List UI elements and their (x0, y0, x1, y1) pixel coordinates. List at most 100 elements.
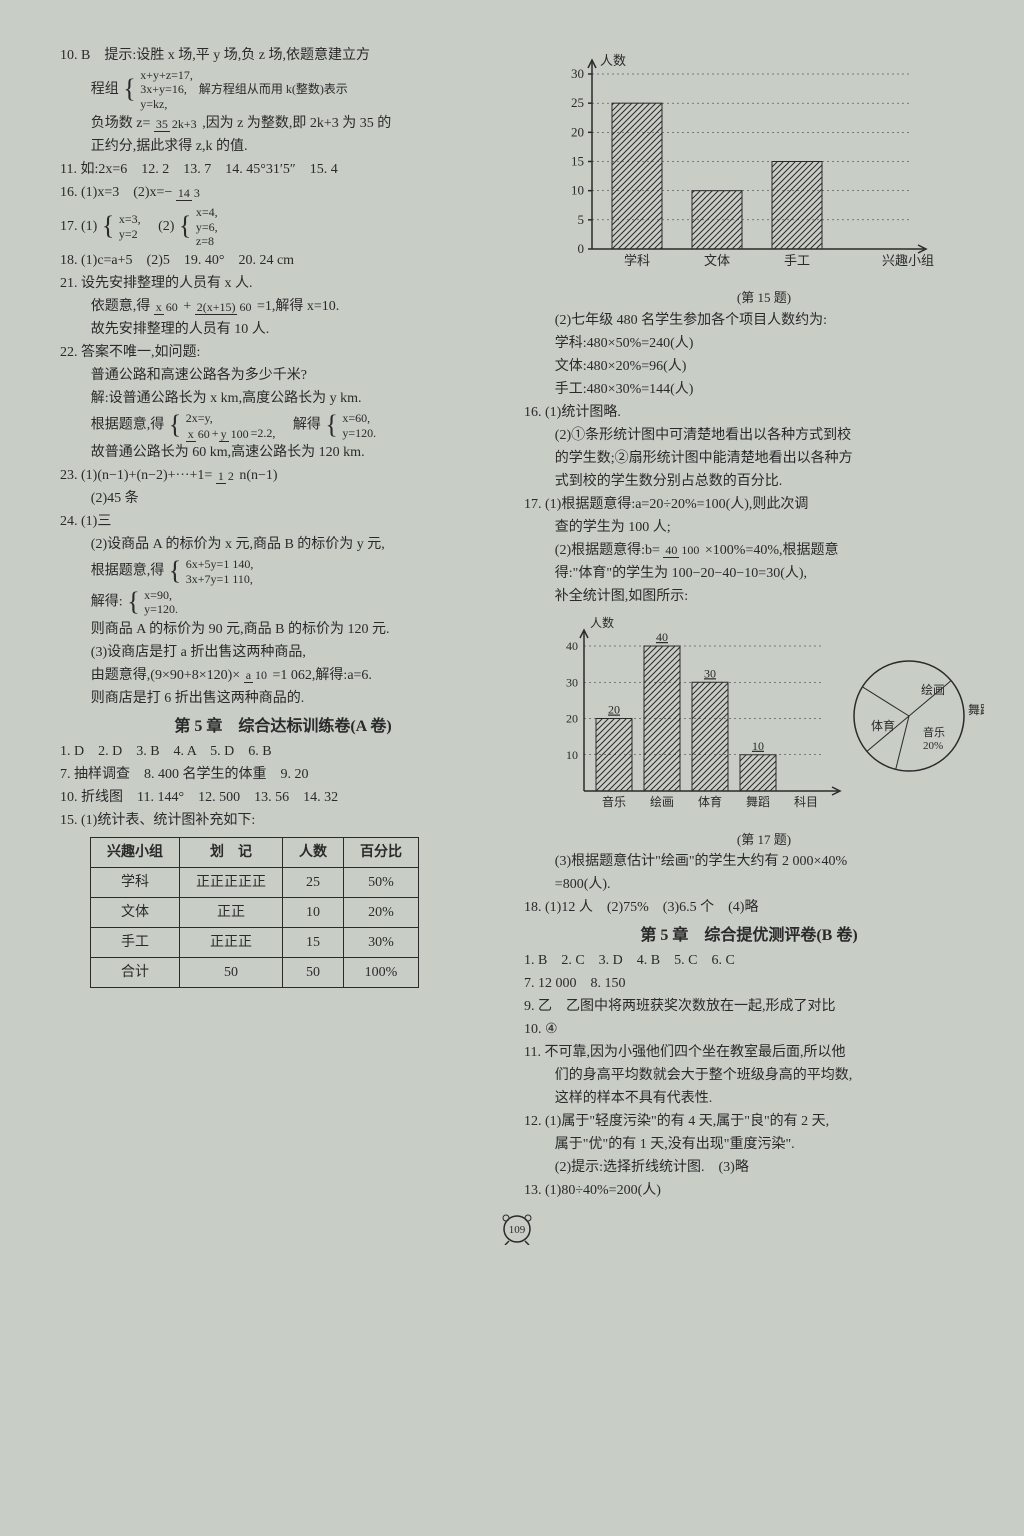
text: =1 062,解得:a=6. (273, 668, 372, 683)
q22-4: 根据题意,得 { 2x=y, x60+y100=2.2, 解得 { x=60,y… (60, 411, 506, 440)
q21-1: 21. 设先安排整理的人员有 x 人. (60, 273, 506, 294)
q16L: 16. (1)x=3 (2)x=− 143 (60, 182, 506, 203)
R18: 18. (1)12 人 (2)75% (3)6.5 个 (4)略 (524, 897, 974, 918)
brace-icon: { (169, 415, 181, 436)
svg-text:音乐: 音乐 (602, 794, 626, 809)
p15b-2: 学科:480×50%=240(人) (524, 333, 974, 354)
q22-1: 22. 答案不唯一,如问题: (60, 342, 506, 363)
chart17-caption: (第 17 题) (554, 830, 974, 850)
q24-1: 24. (1)三 (60, 511, 506, 532)
R16-1: 16. (1)统计图略. (524, 402, 974, 423)
R17-4: 得:"体育"的学生为 100−20−40−10=30(人), (524, 563, 974, 584)
brace-icon: { (169, 561, 181, 582)
brace-icon: { (127, 592, 139, 613)
svg-text:0: 0 (578, 241, 585, 256)
frac: y100 (219, 428, 251, 441)
sys: x=90,y=120. (144, 588, 178, 617)
A-1: 1. D 2. D 3. B 4. A 5. D 6. B (60, 741, 506, 762)
eq: y=kz, (140, 97, 348, 111)
section-a-title: 第 5 章 综合达标训练卷(A 卷) (60, 715, 506, 739)
svg-text:文体: 文体 (704, 253, 730, 268)
q18L: 18. (1)c=a+5 (2)5 19. 40° 20. 24 cm (60, 250, 506, 271)
den: 100 (229, 427, 251, 441)
svg-text:40: 40 (566, 639, 578, 653)
svg-text:音乐: 音乐 (923, 725, 945, 739)
eq: x=60, (342, 411, 376, 425)
q10-l3: 负场数 z= 352k+3 ,因为 z 为整数,即 2k+3 为 35 的 (60, 113, 506, 134)
B-3: 9. 乙 乙图中将两班获奖次数放在一起,形成了对比 (524, 996, 974, 1017)
den: 60 (196, 427, 212, 441)
text: =1,解得 x=10. (257, 299, 339, 314)
chart15-caption: (第 15 题) (554, 288, 974, 308)
q24-4: 解得: { x=90,y=120. (60, 588, 506, 617)
brace-icon: { (102, 216, 114, 237)
eq: y=120. (342, 426, 376, 440)
td: 正正正正正 (180, 867, 283, 897)
B-5: 11. 不可靠,因为小强他们四个坐在教室最后面,所以他 (524, 1042, 974, 1063)
svg-text:体育: 体育 (871, 718, 895, 733)
svg-text:体育: 体育 (698, 794, 722, 809)
svg-text:20: 20 (571, 124, 584, 139)
table-row: 兴趣小组 划 记 人数 百分比 (91, 837, 419, 867)
B-6: 们的身高平均数就会大于整个班级身高的平均数, (524, 1065, 974, 1086)
page-number: 109 (509, 1224, 526, 1236)
num: 14 (176, 186, 192, 201)
frac: 2(x+15)60 (195, 301, 254, 314)
svg-text:10: 10 (566, 747, 578, 761)
q24-7: 由题意得,(9×90+8×120)× a10 =1 062,解得:a=6. (60, 665, 506, 686)
R16-4: 式到校的学生数分别占总数的百分比. (524, 471, 974, 492)
B-7: 这样的样本不具有代表性. (524, 1088, 974, 1109)
th: 人数 (283, 837, 344, 867)
sys: x=4,y=6,z=8 (196, 205, 218, 248)
svg-text:20: 20 (608, 702, 620, 716)
A-3: 10. 折线图 11. 144° 12. 500 13. 56 14. 32 (60, 787, 506, 808)
frac: 12 (216, 470, 236, 483)
q22-3: 解:设普通公路长为 x km,高度公路长为 y km. (60, 388, 506, 409)
td: 25 (283, 867, 344, 897)
frac: 352k+3 (154, 118, 199, 131)
B-11: 13. (1)80÷40%=200(人) (524, 1180, 974, 1201)
td: 30% (344, 927, 419, 957)
p17c-2: =800(人). (524, 874, 974, 895)
q10-sys: x+y+z=17, 3x+y=16, 解方程组从而用 k(整数)表示 y=kz, (140, 68, 348, 111)
frac: x60 (186, 428, 212, 441)
text: 由题意得,(9×90+8×120)× (91, 668, 240, 683)
eq: 3x+7y=1 110, (186, 572, 254, 586)
eq: x+y+z=17, (140, 68, 348, 82)
svg-text:40: 40 (656, 630, 668, 644)
B-4: 10. ④ (524, 1019, 974, 1040)
den: 100 (679, 543, 701, 557)
num: x (154, 300, 164, 315)
q24-2: (2)设商品 A 的标价为 x 元,商品 B 的标价为 y 元, (60, 534, 506, 555)
text: 解得: (91, 595, 123, 610)
sys: 2x=y, x60+y100=2.2, (186, 411, 276, 440)
q10-l4: 正约分,据此求得 z,k 的值. (60, 136, 506, 157)
eq: x=4, (196, 205, 218, 219)
th: 兴趣小组 (91, 837, 180, 867)
text: n(n−1) (239, 468, 277, 483)
q23-2: (2)45 条 (60, 488, 506, 509)
svg-text:手工: 手工 (784, 253, 810, 268)
td: 学科 (91, 867, 180, 897)
p15b-1: (2)七年级 480 名学生参加各个项目人数约为: (524, 310, 974, 331)
frac: a10 (244, 669, 269, 682)
page-footer: 109 (60, 1211, 974, 1252)
eq: y=6, (196, 220, 218, 234)
table-row: 学科正正正正正2550% (91, 867, 419, 897)
td: 文体 (91, 897, 180, 927)
brace-icon: { (325, 415, 337, 436)
svg-text:人数: 人数 (590, 615, 614, 630)
num: 1 (216, 469, 226, 484)
R16-2: (2)①条形统计图中可清楚地看出以各种方式到校 (524, 425, 974, 446)
q24-8: 则商店是打 6 折出售这两种商品的. (60, 688, 506, 709)
num: x (186, 427, 196, 442)
td: 手工 (91, 927, 180, 957)
A-2: 7. 抽样调查 8. 400 名学生的体重 9. 20 (60, 764, 506, 785)
td: 合计 (91, 957, 180, 987)
den: 3 (192, 186, 202, 200)
text: 根据题意,得 (91, 418, 165, 433)
q17L: 17. (1) { x=3,y=2 (2) { x=4,y=6,z=8 (60, 205, 506, 248)
text: 16. (1)x=3 (2)x=− (60, 185, 172, 200)
svg-text:绘画: 绘画 (650, 794, 674, 809)
svg-text:15: 15 (571, 154, 584, 169)
